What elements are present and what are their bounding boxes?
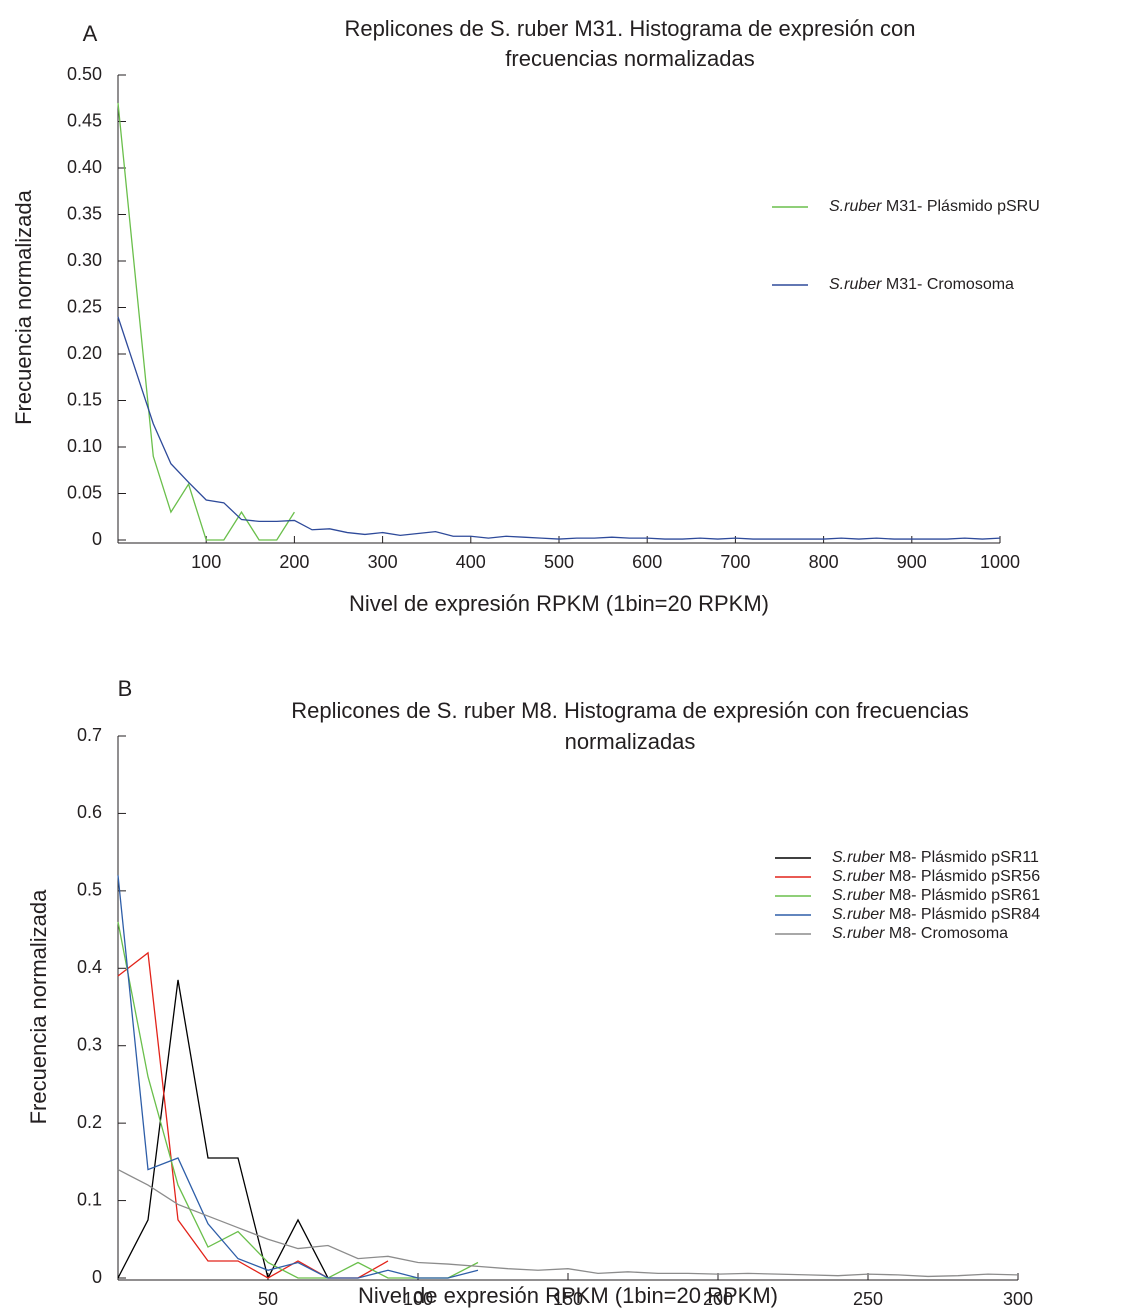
x-tick-label: 600 bbox=[632, 552, 662, 572]
y-tick-label: 0.30 bbox=[67, 250, 102, 270]
panel-label: A bbox=[83, 21, 98, 46]
series-line bbox=[117, 979, 329, 1280]
x-tick-label: 200 bbox=[703, 1289, 733, 1309]
y-tick-label: 0.40 bbox=[67, 157, 102, 177]
chart-title: Replicones de S. ruber M31. Histograma d… bbox=[344, 16, 915, 41]
y-tick-label: 0.50 bbox=[67, 64, 102, 84]
x-tick-label: 300 bbox=[1003, 1289, 1033, 1309]
y-tick-label: 0.25 bbox=[67, 296, 102, 316]
x-tick-label: 400 bbox=[456, 552, 486, 572]
y-tick-label: 0.2 bbox=[77, 1112, 102, 1132]
y-axis-label: Frecuencia normalizada bbox=[26, 889, 51, 1125]
x-tick-label: 150 bbox=[553, 1289, 583, 1309]
legend-label: S.ruber M31- Cromosoma bbox=[829, 276, 1014, 293]
x-tick-label: 200 bbox=[279, 552, 309, 572]
y-tick-label: 0.4 bbox=[77, 957, 102, 977]
x-tick-label: 100 bbox=[191, 552, 221, 572]
x-tick-label: 250 bbox=[853, 1289, 883, 1309]
y-tick-label: 0.5 bbox=[77, 880, 102, 900]
series-line bbox=[117, 1169, 1019, 1278]
x-tick-label: 800 bbox=[809, 552, 839, 572]
y-tick-label: 0.3 bbox=[77, 1034, 102, 1054]
series-line bbox=[117, 875, 479, 1279]
y-tick-label: 0.35 bbox=[67, 203, 102, 223]
panel-label: B bbox=[118, 676, 133, 701]
legend-label: S.ruber M8- Plásmido pSR56 bbox=[832, 868, 1040, 885]
y-tick-label: 0.05 bbox=[67, 482, 102, 502]
y-tick-label: 0.10 bbox=[67, 436, 102, 456]
chart-title: frecuencias normalizadas bbox=[505, 46, 754, 71]
y-tick-label: 0.6 bbox=[77, 802, 102, 822]
y-tick-label: 0 bbox=[92, 529, 102, 549]
x-axis-label: Nivel de expresión RPKM (1bin=20 RPKM) bbox=[358, 1283, 778, 1308]
legend-label: S.ruber M8- Plásmido pSR11 bbox=[832, 849, 1039, 866]
x-tick-label: 300 bbox=[368, 552, 398, 572]
legend-label: S.ruber M8- Cromosoma bbox=[832, 925, 1008, 942]
legend-label: S.ruber M31- Plásmido pSRU bbox=[829, 198, 1040, 215]
series-line bbox=[117, 102, 295, 541]
series-line bbox=[117, 921, 479, 1279]
x-tick-label: 50 bbox=[258, 1289, 278, 1309]
chart-title: Replicones de S. ruber M8. Histograma de… bbox=[291, 698, 968, 723]
y-tick-label: 0.7 bbox=[77, 725, 102, 745]
x-axis-label: Nivel de expresión RPKM (1bin=20 RPKM) bbox=[349, 591, 769, 616]
legend-label: S.ruber M8- Plásmido pSR61 bbox=[832, 887, 1040, 904]
x-tick-label: 1000 bbox=[980, 552, 1020, 572]
x-tick-label: 500 bbox=[544, 552, 574, 572]
y-tick-label: 0.20 bbox=[67, 343, 102, 363]
legend-label: S.ruber M8- Plásmido pSR84 bbox=[832, 906, 1040, 923]
y-tick-label: 0 bbox=[92, 1267, 102, 1287]
y-tick-label: 0.15 bbox=[67, 389, 102, 409]
x-tick-label: 900 bbox=[897, 552, 927, 572]
y-tick-label: 0.1 bbox=[77, 1189, 102, 1209]
y-axis-label: Frecuencia normalizada bbox=[11, 189, 36, 425]
chart-title: normalizadas bbox=[565, 729, 696, 754]
y-tick-label: 0.45 bbox=[67, 110, 102, 130]
series-line bbox=[117, 316, 1001, 540]
x-tick-label: 700 bbox=[720, 552, 750, 572]
x-tick-label: 100 bbox=[403, 1289, 433, 1309]
